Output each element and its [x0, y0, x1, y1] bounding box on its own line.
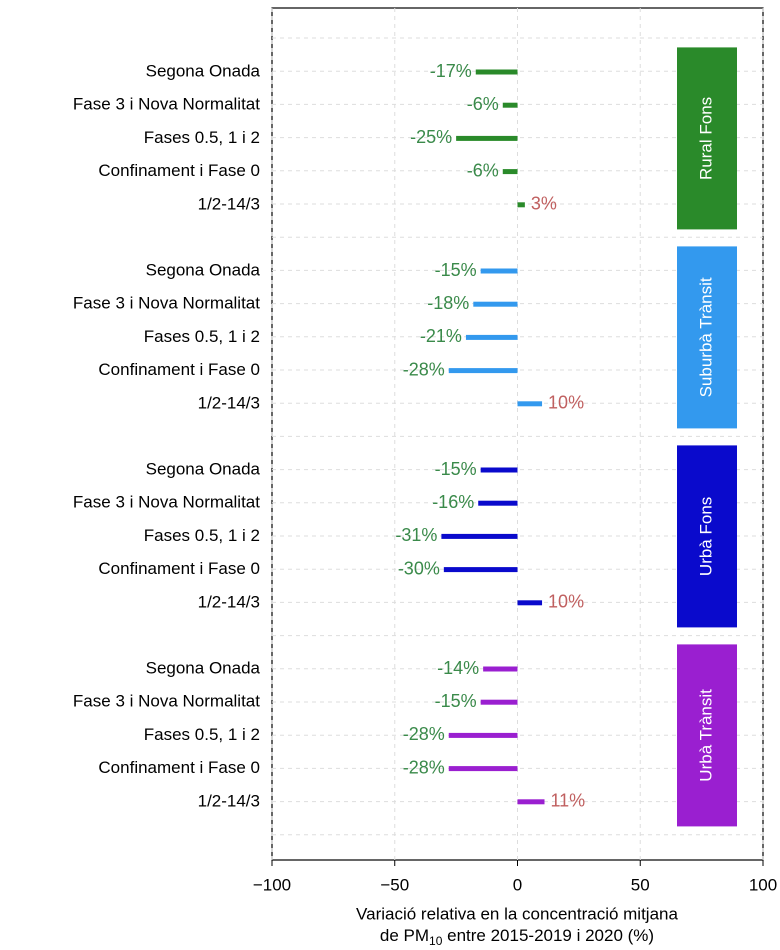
bar	[448, 766, 518, 772]
group-label: Urbà Trànsit	[696, 689, 715, 782]
bar	[517, 799, 545, 805]
y-tick-label: Fase 3 i Nova Normalitat	[73, 95, 260, 114]
y-tick-label: Confinament i Fase 0	[98, 161, 260, 180]
bar	[480, 467, 518, 473]
value-label: -28%	[403, 757, 445, 777]
y-tick-label: Fases 0.5, 1 i 2	[144, 327, 260, 346]
y-tick-label: 1/2-14/3	[198, 194, 260, 213]
group-box	[677, 246, 737, 429]
x-tick-label: 0	[513, 875, 522, 894]
y-tick-label: Fases 0.5, 1 i 2	[144, 128, 260, 147]
value-label: -25%	[410, 127, 452, 147]
bar	[475, 69, 518, 75]
group-box	[677, 445, 737, 628]
value-label: -6%	[467, 94, 499, 114]
bar	[448, 368, 518, 374]
x-tick-label: −100	[253, 875, 291, 894]
value-label: -16%	[432, 492, 474, 512]
group-label: Rural Fons	[696, 97, 715, 180]
x-axis-label-part: de PM	[380, 926, 429, 945]
value-label: -30%	[398, 558, 440, 578]
y-tick-label: Confinament i Fase 0	[98, 559, 260, 578]
y-tick-label: Fases 0.5, 1 i 2	[144, 725, 260, 744]
y-tick-label: Fase 3 i Nova Normalitat	[73, 692, 260, 711]
bar	[456, 135, 518, 141]
y-tick-label: Fases 0.5, 1 i 2	[144, 526, 260, 545]
y-tick-label: Segona Onada	[146, 260, 261, 279]
bar	[517, 600, 543, 606]
value-label: -17%	[430, 61, 472, 81]
bar	[441, 533, 518, 539]
value-label: -14%	[437, 658, 479, 678]
value-label: 3%	[531, 194, 557, 214]
bar	[448, 732, 518, 738]
value-label: -28%	[403, 359, 445, 379]
bar	[473, 301, 518, 307]
y-tick-label: 1/2-14/3	[198, 592, 260, 611]
value-label: -31%	[395, 525, 437, 545]
bar	[502, 169, 518, 175]
bar	[478, 500, 518, 506]
value-label: -15%	[435, 260, 477, 280]
x-tick-label: 100	[749, 875, 777, 894]
x-axis-label-part: entre 2015-2019 i 2020 (%)	[442, 926, 654, 945]
y-tick-label: 1/2-14/3	[198, 791, 260, 810]
x-axis-label: de PM10 entre 2015-2019 i 2020 (%)	[380, 926, 654, 948]
value-label: -18%	[427, 293, 469, 313]
group-box	[677, 47, 737, 230]
bar	[502, 102, 518, 108]
group-label: Suburbà Trànsit	[696, 277, 715, 397]
bar	[465, 334, 518, 340]
y-tick-label: 1/2-14/3	[198, 393, 260, 412]
x-axis-label: Variació relativa en la concentració mit…	[356, 904, 678, 923]
x-tick-label: −50	[380, 875, 409, 894]
bar	[480, 268, 518, 274]
value-label: -6%	[467, 160, 499, 180]
group-label: Urbà Fons	[696, 497, 715, 576]
value-label: -21%	[420, 326, 462, 346]
y-tick-label: Segona Onada	[146, 658, 261, 677]
value-label: 10%	[548, 592, 584, 612]
y-tick-label: Fase 3 i Nova Normalitat	[73, 294, 260, 313]
y-tick-label: Confinament i Fase 0	[98, 360, 260, 379]
x-axis-label-sub: 10	[429, 934, 443, 948]
y-tick-label: Confinament i Fase 0	[98, 758, 260, 777]
y-tick-label: Segona Onada	[146, 459, 261, 478]
bar	[517, 202, 525, 208]
value-label: -15%	[435, 691, 477, 711]
value-label: 11%	[551, 791, 586, 811]
y-tick-label: Fase 3 i Nova Normalitat	[73, 493, 260, 512]
x-tick-label: 50	[631, 875, 650, 894]
value-label: 10%	[548, 393, 584, 413]
group-box	[677, 644, 737, 827]
bar	[517, 401, 543, 407]
y-tick-label: Segona Onada	[146, 61, 261, 80]
bar	[480, 699, 518, 705]
value-label: -28%	[403, 724, 445, 744]
bar	[443, 567, 518, 573]
value-label: -15%	[435, 459, 477, 479]
bar	[483, 666, 518, 672]
